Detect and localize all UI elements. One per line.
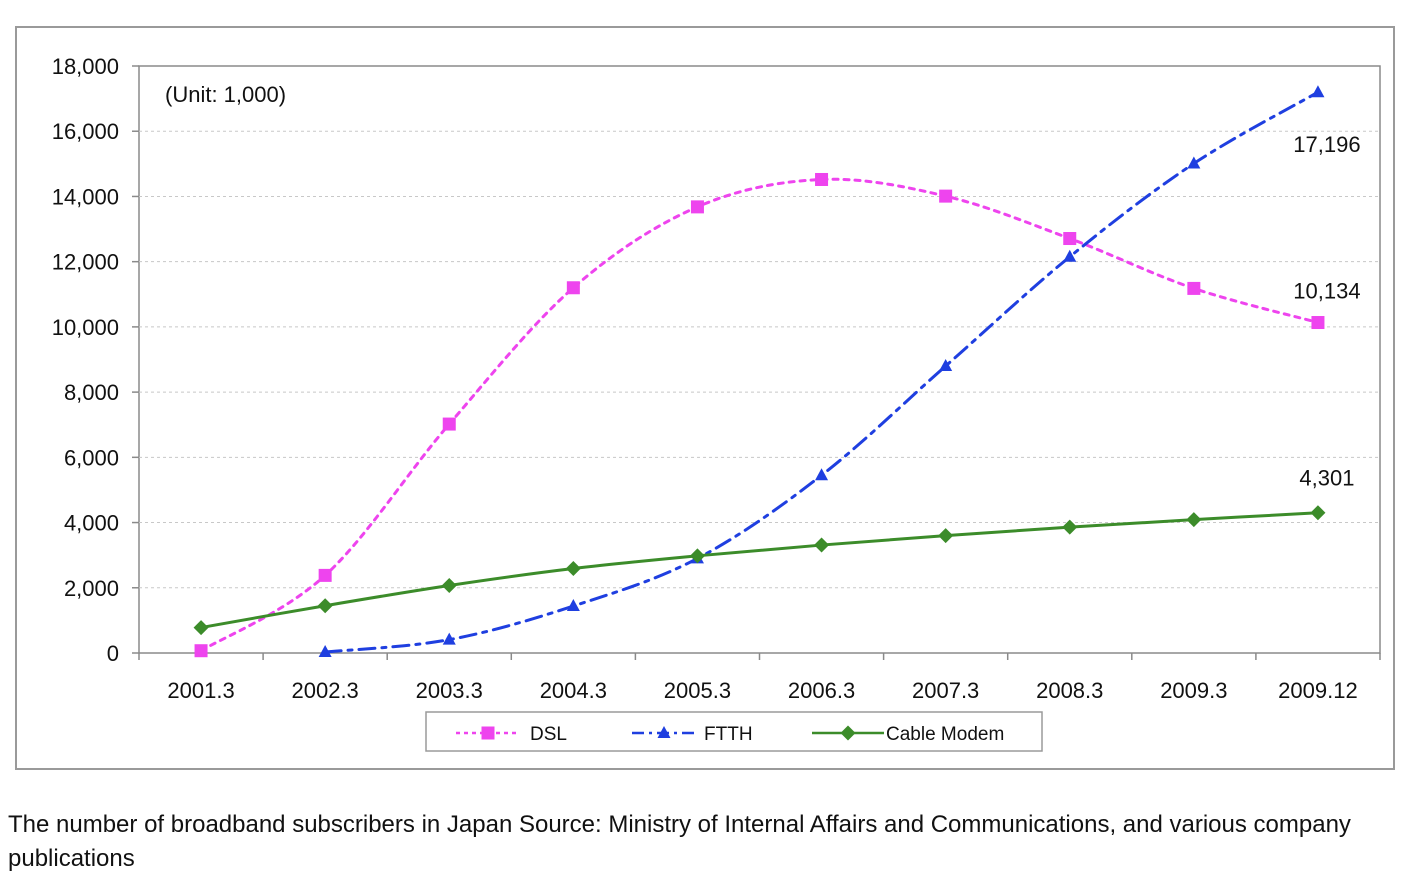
data-point — [1310, 505, 1326, 521]
data-point — [815, 172, 829, 186]
data-point — [1062, 519, 1078, 535]
x-tick-label: 2007.3 — [912, 678, 979, 703]
data-point — [690, 200, 704, 214]
legend-label: FTTH — [704, 724, 753, 745]
data-point — [442, 417, 456, 431]
legend-item-dsl: DSL — [456, 724, 567, 745]
series-line — [199, 177, 1320, 653]
data-point — [318, 645, 332, 658]
legend-label: DSL — [530, 724, 567, 745]
data-point — [442, 632, 456, 645]
y-tick-label: 14,000 — [52, 184, 119, 209]
y-tick-label: 18,000 — [52, 54, 119, 79]
data-point — [939, 189, 953, 203]
data-point — [815, 468, 829, 481]
data-point — [938, 528, 954, 544]
y-tick-label: 6,000 — [64, 445, 119, 470]
data-point — [1063, 232, 1077, 246]
data-point — [317, 598, 333, 614]
data-point — [1311, 316, 1325, 330]
x-tick-label: 2002.3 — [292, 678, 359, 703]
x-tick-label: 2006.3 — [788, 678, 855, 703]
data-point — [194, 644, 208, 658]
data-point — [1063, 249, 1077, 262]
data-point — [814, 537, 830, 553]
x-tick-label: 2009.12 — [1278, 678, 1358, 703]
broadband-line-chart: 0 2,000 4,000 6,000 8,000 10,000 12,000 14,000 1… — [52, 54, 1381, 752]
x-tick-label: 2009.3 — [1160, 678, 1227, 703]
axes: 0 2,000 4,000 6,000 8,000 10,000 12,000 14,000 1… — [52, 54, 1381, 703]
end-value-label: 17,196 — [1293, 132, 1360, 157]
legend-label: Cable Modem — [886, 724, 1004, 745]
y-tick-label: 8,000 — [64, 380, 119, 405]
y-tick-label: 2,000 — [64, 576, 119, 601]
y-tick-label: 4,000 — [64, 511, 119, 536]
grid-lines — [139, 130, 1380, 589]
legend-marker — [657, 726, 671, 738]
end-value-label: 10,134 — [1293, 279, 1360, 304]
legend-marker — [481, 726, 495, 740]
unit-note: (Unit: 1,000) — [165, 82, 286, 107]
figure-caption: The number of broadband subscribers in J… — [8, 811, 1351, 872]
x-tick-label: 2008.3 — [1036, 678, 1103, 703]
legend-box — [425, 711, 1043, 752]
data-point — [566, 281, 580, 295]
y-tick-label: 16,000 — [52, 119, 119, 144]
legend-item-ftth: FTTH — [632, 724, 753, 745]
series-line — [199, 511, 1320, 630]
legend: DSL FTTH Cable Modem — [425, 711, 1043, 752]
series-layer — [193, 85, 1326, 658]
data-point — [689, 548, 705, 564]
legend-item-cable-modem: Cable Modem — [812, 724, 1004, 745]
data-point — [1311, 85, 1325, 98]
legend-marker — [840, 725, 856, 741]
data-point — [441, 577, 457, 593]
x-tick-label: 2004.3 — [540, 678, 607, 703]
data-point — [1186, 512, 1202, 528]
end-value-label: 4,301 — [1299, 466, 1354, 491]
plot-area — [138, 65, 1381, 654]
y-tick-label: 10,000 — [52, 315, 119, 340]
data-point — [565, 561, 581, 577]
data-point — [1187, 156, 1201, 169]
series-cable-modem — [193, 505, 1326, 636]
series-dsl — [194, 172, 1325, 658]
y-tick-label: 0 — [107, 641, 119, 666]
data-point — [1187, 281, 1201, 295]
x-tick-label: 2005.3 — [664, 678, 731, 703]
data-point — [318, 568, 332, 582]
data-point — [939, 359, 953, 372]
data-point — [193, 620, 209, 636]
data-point — [566, 599, 580, 612]
series-ftth — [318, 85, 1325, 658]
end-labels: 10,134 17,196 4,301 — [1293, 132, 1360, 491]
x-tick-label: 2001.3 — [167, 678, 234, 703]
y-tick-label: 12,000 — [52, 250, 119, 275]
x-tick-label: 2003.3 — [416, 678, 483, 703]
